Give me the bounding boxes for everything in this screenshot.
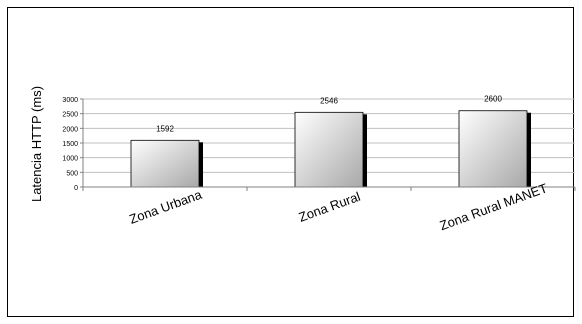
- bar-shadow: [363, 114, 367, 187]
- data-label: 2600: [484, 95, 502, 104]
- y-tick-label: 2500: [62, 112, 78, 119]
- y-tick-label: 3000: [62, 97, 78, 104]
- y-tick-label: 2000: [62, 126, 78, 133]
- data-label: 2546: [320, 96, 338, 105]
- x-category-label: Zona Rural MANET: [438, 180, 550, 233]
- bar-shadow: [527, 112, 531, 187]
- x-category-label: Zona Rural: [297, 189, 363, 225]
- bar: [458, 110, 528, 188]
- bar-shadow: [199, 142, 203, 187]
- y-axis-label: Latencia HTTP (ms): [29, 86, 44, 202]
- data-label: 1592: [156, 124, 174, 133]
- y-tick-label: 500: [66, 170, 78, 177]
- y-tick-label: 0: [74, 185, 78, 192]
- y-tick-label: 1000: [62, 156, 78, 163]
- x-category-label: Zona Urbana: [127, 186, 204, 226]
- bar: [294, 111, 364, 188]
- bar: [130, 139, 200, 188]
- y-tick-label: 1500: [62, 141, 78, 148]
